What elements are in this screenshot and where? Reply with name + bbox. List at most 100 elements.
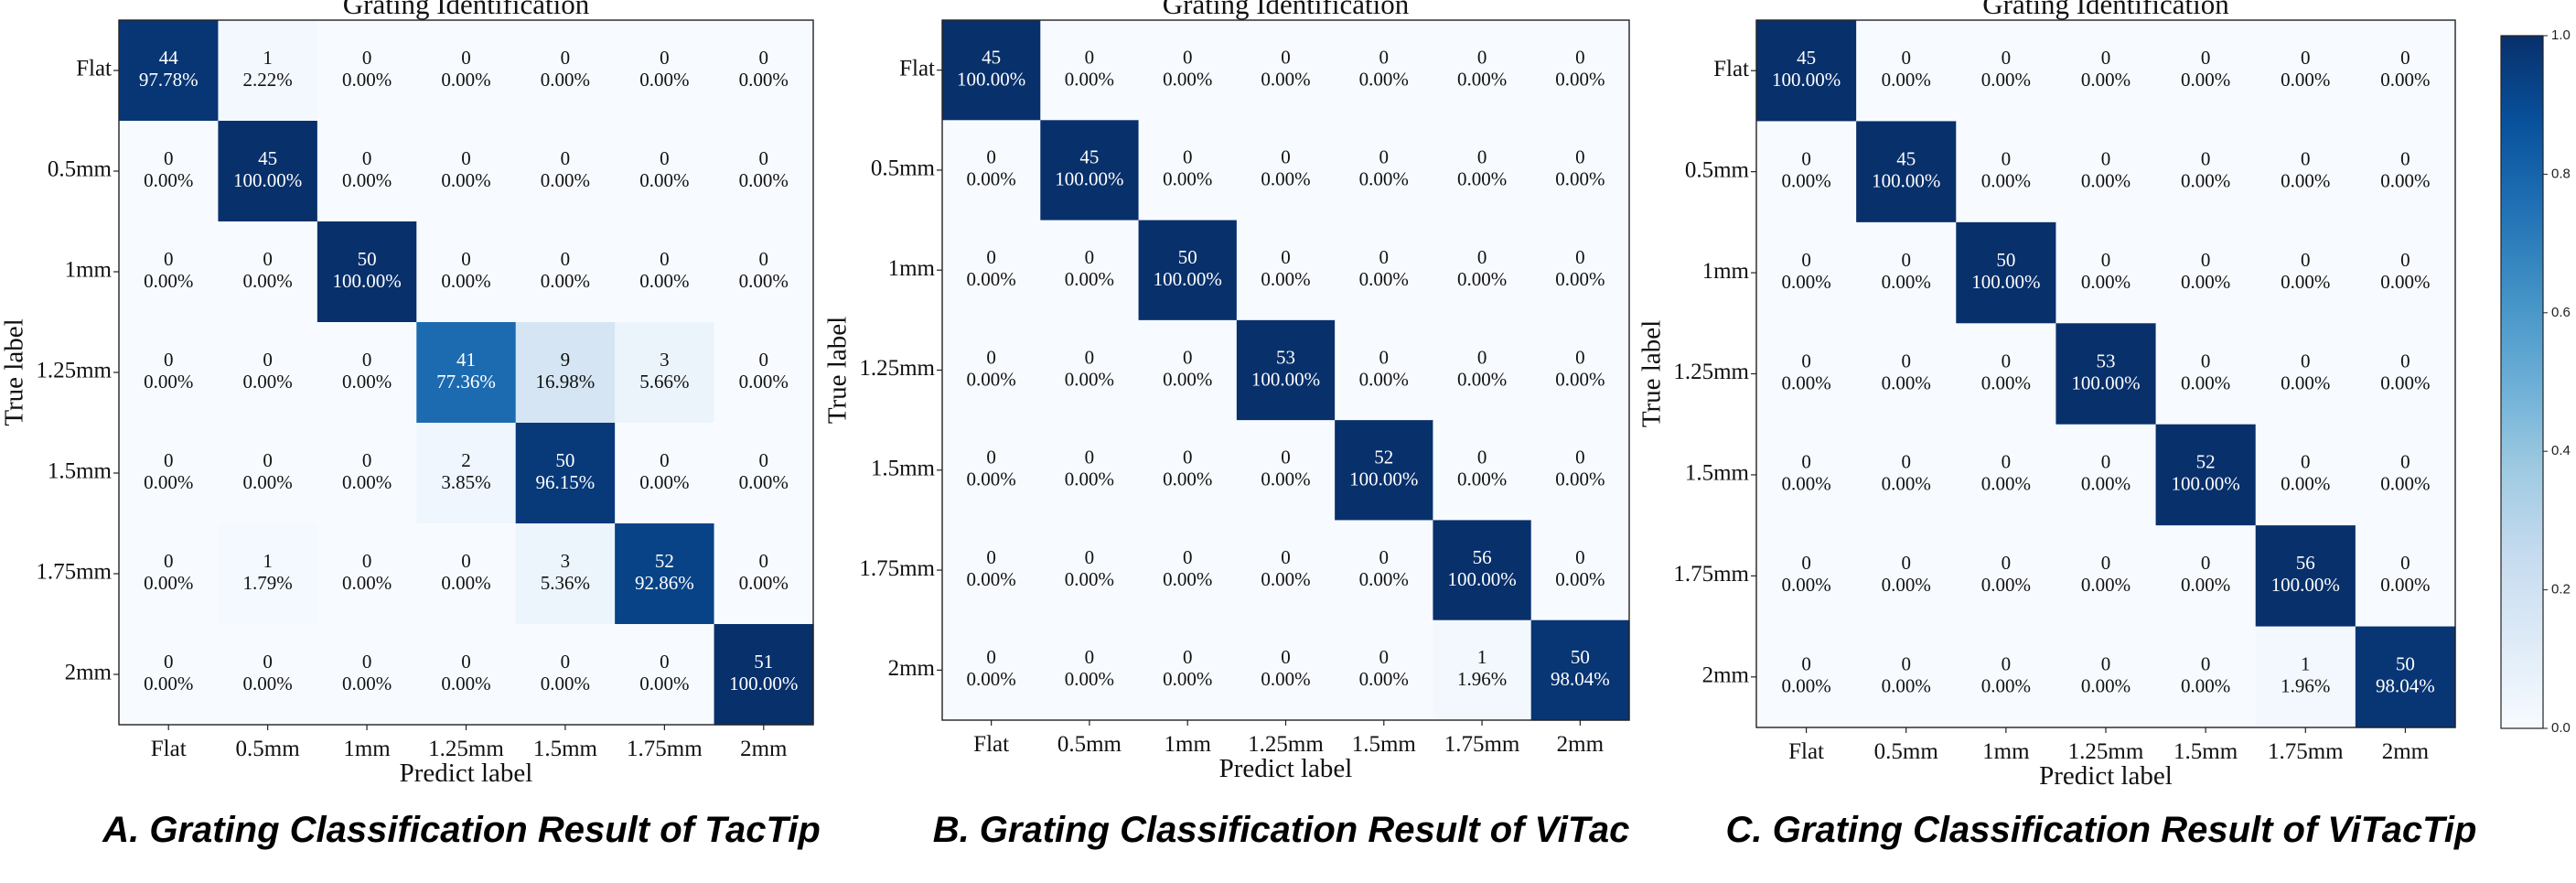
confusion-matrix-1: 4497.78%12.22%00.00%00.00%00.00%00.00%00… xyxy=(0,0,821,850)
cell-percent-label: 0.00% xyxy=(1457,368,1507,390)
cell-percent-label: 0.00% xyxy=(2081,675,2131,697)
heatmap-cell xyxy=(317,423,417,524)
heatmap-cell xyxy=(1236,20,1336,121)
cell-count-label: 0 xyxy=(1183,447,1193,468)
cell-count-label: 0 xyxy=(2201,147,2211,169)
cell-count-label: 0 xyxy=(1575,346,1585,368)
y-tick-label: 1.25mm xyxy=(1673,360,1749,384)
cell-count-label: 0 xyxy=(561,47,571,69)
cell-count-label: 0 xyxy=(362,651,372,673)
heatmap-cell xyxy=(1530,220,1630,321)
cell-count-label: 0 xyxy=(2101,552,2111,574)
colorbar-tick-label: 0.4 xyxy=(2551,443,2571,458)
heatmap-cell xyxy=(317,624,417,726)
cell-count-label: 0 xyxy=(2301,350,2311,372)
cell-count-label: 50 xyxy=(1178,246,1197,268)
cell-count-label: 0 xyxy=(1901,552,1911,574)
heatmap-cell xyxy=(416,523,517,625)
cell-count-label: 0 xyxy=(759,449,769,471)
cell-count-label: 0 xyxy=(1575,246,1585,268)
cell-percent-label: 0.00% xyxy=(1261,468,1310,490)
cell-percent-label: 0.00% xyxy=(739,572,789,594)
heatmap-cell xyxy=(416,322,517,424)
heatmap-cell xyxy=(1040,20,1140,121)
cell-percent-label: 100.00% xyxy=(233,169,302,191)
y-tick-label: 1.25mm xyxy=(36,359,112,383)
cell-percent-label: 0.00% xyxy=(1981,675,2031,697)
heatmap-cell xyxy=(1335,420,1434,522)
cell-percent-label: 0.00% xyxy=(144,371,193,393)
cell-count-label: 0 xyxy=(2400,47,2410,69)
heatmap-cell xyxy=(1756,20,1857,123)
heatmap-cell xyxy=(317,322,417,424)
cell-count-label: 45 xyxy=(1896,147,1916,169)
cell-count-label: 0 xyxy=(759,147,769,169)
cell-percent-label: 100.00% xyxy=(1251,368,1320,390)
cell-count-label: 0 xyxy=(1575,46,1585,68)
cell-count-label: 0 xyxy=(1477,447,1487,468)
heatmap-cell xyxy=(1433,20,1532,121)
cell-count-label: 0 xyxy=(2301,147,2311,169)
cell-count-label: 0 xyxy=(2301,249,2311,271)
heatmap-cell xyxy=(942,20,1041,121)
cell-percent-label: 100.00% xyxy=(1154,268,1222,290)
cell-percent-label: 0.00% xyxy=(1163,668,1212,690)
cell-percent-label: 0.00% xyxy=(967,668,1016,690)
heatmap-cell xyxy=(1433,220,1532,321)
cell-count-label: 1 xyxy=(263,47,273,69)
heatmap-cell xyxy=(1756,525,1857,628)
x-tick-label: 0.5mm xyxy=(1057,732,1122,757)
cell-percent-label: 0.00% xyxy=(1065,68,1114,90)
cell-count-label: 52 xyxy=(1374,447,1393,468)
cell-percent-label: 0.00% xyxy=(342,69,392,91)
cell-count-label: 0 xyxy=(986,146,996,168)
heatmap-cell xyxy=(1236,619,1336,721)
cell-percent-label: 0.00% xyxy=(1065,268,1114,290)
heatmap-cell xyxy=(942,520,1041,621)
heatmap-cell xyxy=(714,624,814,726)
cell-percent-label: 0.00% xyxy=(1781,675,1830,697)
heatmap-cell xyxy=(1956,424,2057,526)
cell-count-label: 0 xyxy=(1183,646,1193,668)
cell-percent-label: 0.00% xyxy=(541,169,590,191)
cell-percent-label: 0.00% xyxy=(2181,574,2230,596)
y-axis-label: True label xyxy=(0,318,29,425)
heatmap-cell xyxy=(1138,420,1238,522)
x-tick-label: 1.25mm xyxy=(428,737,504,761)
cell-percent-label: 0.00% xyxy=(639,673,689,695)
heatmap-cell xyxy=(2255,626,2356,728)
heatmap-cell xyxy=(416,121,517,222)
cell-percent-label: 0.00% xyxy=(739,169,789,191)
cell-percent-label: 1.79% xyxy=(243,572,293,594)
cell-count-label: 3 xyxy=(561,550,571,572)
heatmap-cell xyxy=(942,619,1041,721)
cell-percent-label: 77.36% xyxy=(436,371,496,393)
heatmap-cell xyxy=(1956,626,2057,728)
heatmap-cell xyxy=(615,322,715,424)
heatmap-cell xyxy=(1756,424,1857,526)
cell-count-label: 0 xyxy=(263,651,273,673)
heatmap-cell xyxy=(714,221,814,323)
heatmap-cell xyxy=(1433,120,1532,221)
cell-count-label: 53 xyxy=(2097,350,2116,372)
cell-percent-label: 97.78% xyxy=(139,69,199,91)
cell-count-label: 50 xyxy=(2396,653,2415,675)
panel-caption: B. Grating Classification Result of ViTa… xyxy=(933,810,1630,850)
heatmap-cell xyxy=(1335,120,1434,221)
heatmap-cell xyxy=(119,523,220,625)
cell-percent-label: 0.00% xyxy=(441,270,490,292)
heatmap-cell xyxy=(1756,323,1857,425)
heatmap-cell xyxy=(1530,520,1630,621)
cell-percent-label: 0.00% xyxy=(639,270,689,292)
heatmap-cell xyxy=(119,221,220,323)
heatmap-cell xyxy=(2355,20,2456,123)
cell-count-label: 0 xyxy=(1901,350,1911,372)
heatmap-cell xyxy=(615,624,715,726)
cell-percent-label: 0.00% xyxy=(1457,168,1507,190)
chart-title: Grating Identification xyxy=(343,0,590,20)
cell-percent-label: 0.00% xyxy=(2081,169,2131,191)
cell-count-label: 0 xyxy=(1575,447,1585,468)
cell-percent-label: 0.00% xyxy=(1882,675,1931,697)
cell-percent-label: 0.00% xyxy=(1981,574,2031,596)
cell-percent-label: 0.00% xyxy=(2380,271,2430,293)
